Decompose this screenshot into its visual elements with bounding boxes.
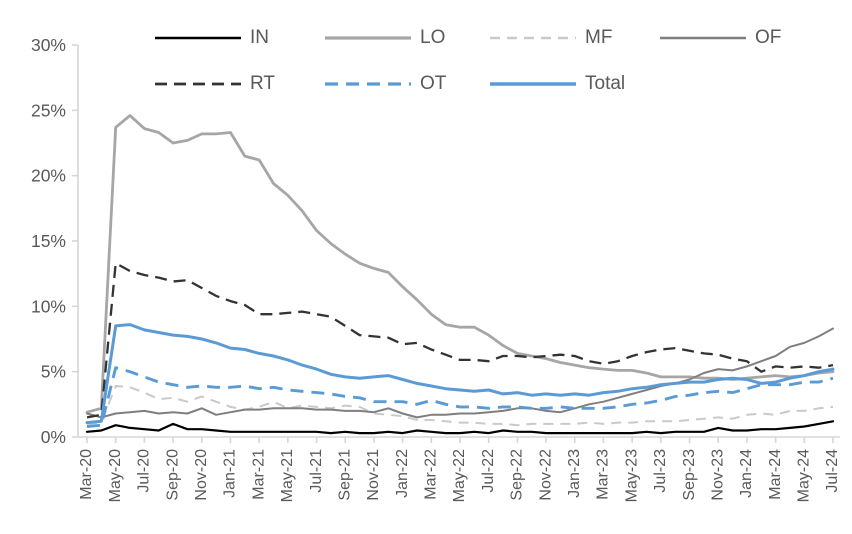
x-tick-label: Nov-23 [709,449,726,501]
legend-line-sample-OF [660,29,746,47]
legend-label-MF: MF [585,27,613,48]
legend-item-OT: OT [325,72,446,96]
series-line-MF [86,385,834,427]
x-tick-label: Nov-21 [365,449,382,501]
x-tick-label: May-20 [107,449,124,502]
x-tick-label: May-22 [451,449,468,502]
series-line-IN [85,420,835,435]
x-tick-label: Sep-22 [509,449,526,501]
legend-line-sample-IN [155,29,241,47]
legend-line-sample-OT [325,75,411,93]
y-tick-label: 0% [41,427,66,447]
legend-label-IN: IN [250,27,269,48]
y-tick-label: 15% [31,231,66,251]
x-tick-label: Mar-23 [595,449,612,500]
x-tick-label: Mar-24 [767,449,784,500]
x-tick-label: Nov-20 [193,449,210,501]
x-tick-label: Mar-21 [250,449,267,500]
x-tick-label: Jul-22 [480,449,497,493]
x-tick-label: Sep-21 [336,449,353,501]
series-line-RT [86,262,834,419]
y-tick-label: 20% [31,166,66,186]
x-tick-label: Sep-23 [681,449,698,501]
x-tick-label: Jan-24 [738,449,755,498]
legend-line-sample-LO [325,29,411,47]
y-tick-label: 25% [31,100,66,120]
legend-item-IN: IN [155,26,269,50]
y-tick-label: 30% [31,35,66,55]
legend-item-LO: LO [325,26,445,50]
x-tick-label: Jan-21 [222,449,239,498]
x-tick-label: Sep-20 [164,449,181,501]
series-line-OF [86,327,834,419]
x-tick-label: May-23 [623,449,640,502]
x-tick-label: Mar-20 [78,449,95,500]
x-tick-label: Jul-20 [136,449,153,493]
legend-line-sample-Total [490,75,576,93]
legend-line-sample-MF [490,29,576,47]
series-line-OT [86,366,834,428]
legend-label-OF: OF [755,27,782,48]
legend-item-MF: MF [490,26,612,50]
x-tick-label: Jul-23 [652,449,669,493]
x-tick-label: Mar-22 [423,449,440,500]
legend-label-RT: RT [250,73,275,94]
legend-label-OT: OT [420,73,447,94]
x-tick-label: Nov-22 [537,449,554,501]
legend-item-OF: OF [660,26,781,50]
x-tick-label: Jul-21 [308,449,325,493]
legend-item-Total: Total [490,72,625,96]
x-tick-label: May-21 [279,449,296,502]
series-line-LO [85,114,835,414]
x-tick-label: Jan-22 [394,449,411,498]
legend-label-LO: LO [420,27,446,48]
x-tick-label: Jan-23 [566,449,583,498]
series-line-Total [85,323,835,425]
x-tick-label: Jul-24 [824,449,841,493]
y-tick-label: 5% [41,362,66,382]
y-tick-label: 10% [31,296,66,316]
legend-line-sample-RT [155,75,241,93]
legend-item-RT: RT [155,72,275,96]
x-tick-label: May-24 [796,449,813,502]
legend-label-Total: Total [585,73,626,94]
chart-legend: IN LO MF OF RT OT Total [0,0,852,110]
